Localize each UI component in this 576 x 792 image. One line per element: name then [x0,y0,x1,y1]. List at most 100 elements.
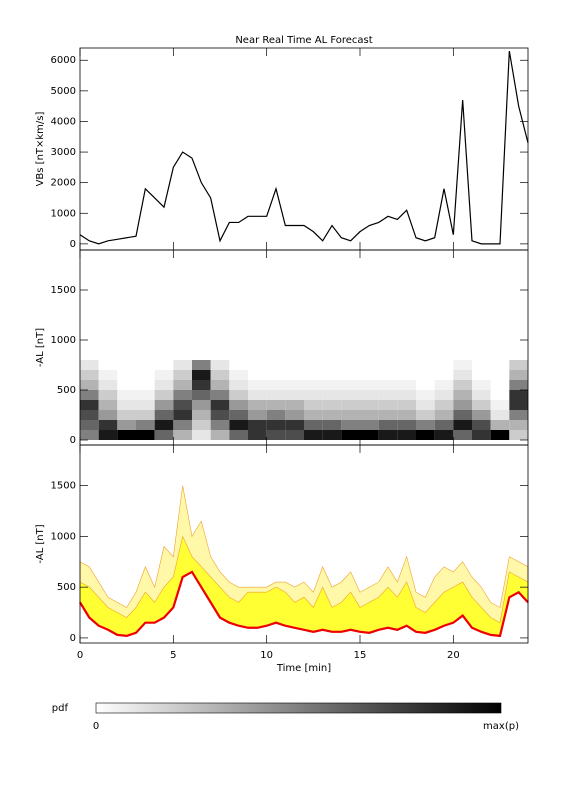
heat-cell [229,390,248,400]
heat-cell [285,360,304,370]
heat-cell [416,410,435,420]
heat-cell [397,430,416,440]
heat-cell [378,430,398,440]
heat-cell [154,390,174,400]
heat-cell [509,370,528,380]
heat-cell [453,370,472,380]
heat-cell [285,400,304,410]
heat-cell [173,370,192,380]
heat-cell [192,420,211,430]
heat-cell [322,430,342,440]
y-tick-label: 0 [70,239,76,250]
heat-cell [416,390,435,400]
heat-cell [248,410,267,420]
heat-cell [285,380,304,390]
heat-cell [453,390,472,400]
heat-cell [416,400,435,410]
heat-cell [210,420,230,430]
heat-cell [509,400,528,410]
heat-cell [509,420,528,430]
heat-cell [192,400,211,410]
heat-cell [248,430,267,440]
heat-cell [304,380,323,390]
heat-cell [341,420,360,430]
heat-cell [136,430,155,440]
heat-cell [453,400,472,410]
heat-cell [304,360,323,370]
heat-cell [80,400,99,410]
heat-cell [490,400,510,410]
y-tick-label: 2000 [51,178,76,189]
heat-cell [360,390,379,400]
heat-cell [266,370,286,380]
heat-cell [248,380,267,390]
heat-cell [173,410,192,420]
heat-cell [117,430,136,440]
heat-cell [136,400,155,410]
heat-cell [136,380,155,390]
x-tick-label: 0 [77,650,83,661]
heat-cell [173,380,192,390]
heat-cell [490,420,510,430]
heat-cell [117,400,136,410]
heat-cell [154,360,174,370]
heat-cell [229,360,248,370]
heat-cell [173,420,192,430]
heat-cell [98,360,118,370]
heat-cell [173,430,192,440]
heat-cell [117,410,136,420]
heat-cell [98,410,118,420]
heat-cell [304,370,323,380]
heat-cell [434,390,454,400]
y-tick-label: 0 [70,633,76,644]
heat-cell [472,420,491,430]
heat-cell [378,360,398,370]
heat-cell [136,360,155,370]
heat-cell [322,420,342,430]
y-tick-label: 4000 [51,116,76,127]
y-axis-label: -AL [nT] [35,328,46,367]
colorbar-max: max(p) [483,721,519,732]
heat-cell [434,370,454,380]
x-tick-label: 10 [260,650,273,661]
heat-cell [509,360,528,370]
heat-cell [80,360,99,370]
heat-cell [397,380,416,390]
heat-cell [80,390,99,400]
y-tick-label: 500 [57,385,76,396]
heat-cell [378,410,398,420]
heat-cell [397,410,416,420]
heat-cell [80,370,99,380]
heat-cell [117,420,136,430]
heat-cell [136,370,155,380]
heat-cell [98,400,118,410]
heat-cell [192,380,211,390]
heat-cell [304,410,323,420]
heat-cell [472,360,491,370]
heat-cell [397,420,416,430]
heat-cell [472,400,491,410]
heat-cell [117,380,136,390]
heat-cell [509,380,528,390]
heat-cell [322,370,342,380]
heat-cell [266,360,286,370]
heat-cell [98,430,118,440]
heat-cell [472,430,491,440]
heat-cell [378,370,398,380]
heat-cell [397,370,416,380]
heat-cell [266,380,286,390]
heat-cell [98,420,118,430]
heat-cell [266,400,286,410]
y-tick-label: 1000 [51,208,76,219]
heat-cell [322,390,342,400]
heat-cell [378,380,398,390]
data-line [79,50,529,245]
heat-cell [210,430,230,440]
heat-cell [210,410,230,420]
panel-frame [79,47,529,251]
heat-cell [248,360,267,370]
heat-cell [397,390,416,400]
heat-cell [490,390,510,400]
heat-cell [192,370,211,380]
heat-cell [304,400,323,410]
